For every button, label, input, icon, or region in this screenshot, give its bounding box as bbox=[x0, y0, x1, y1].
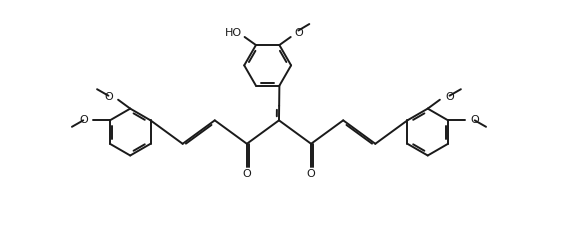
Text: O: O bbox=[242, 169, 251, 179]
Text: O: O bbox=[79, 115, 88, 125]
Text: O: O bbox=[307, 169, 315, 179]
Text: HO: HO bbox=[225, 28, 242, 38]
Text: O: O bbox=[294, 28, 303, 38]
Text: O: O bbox=[470, 115, 479, 125]
Text: O: O bbox=[445, 92, 454, 102]
Text: O: O bbox=[104, 92, 113, 102]
